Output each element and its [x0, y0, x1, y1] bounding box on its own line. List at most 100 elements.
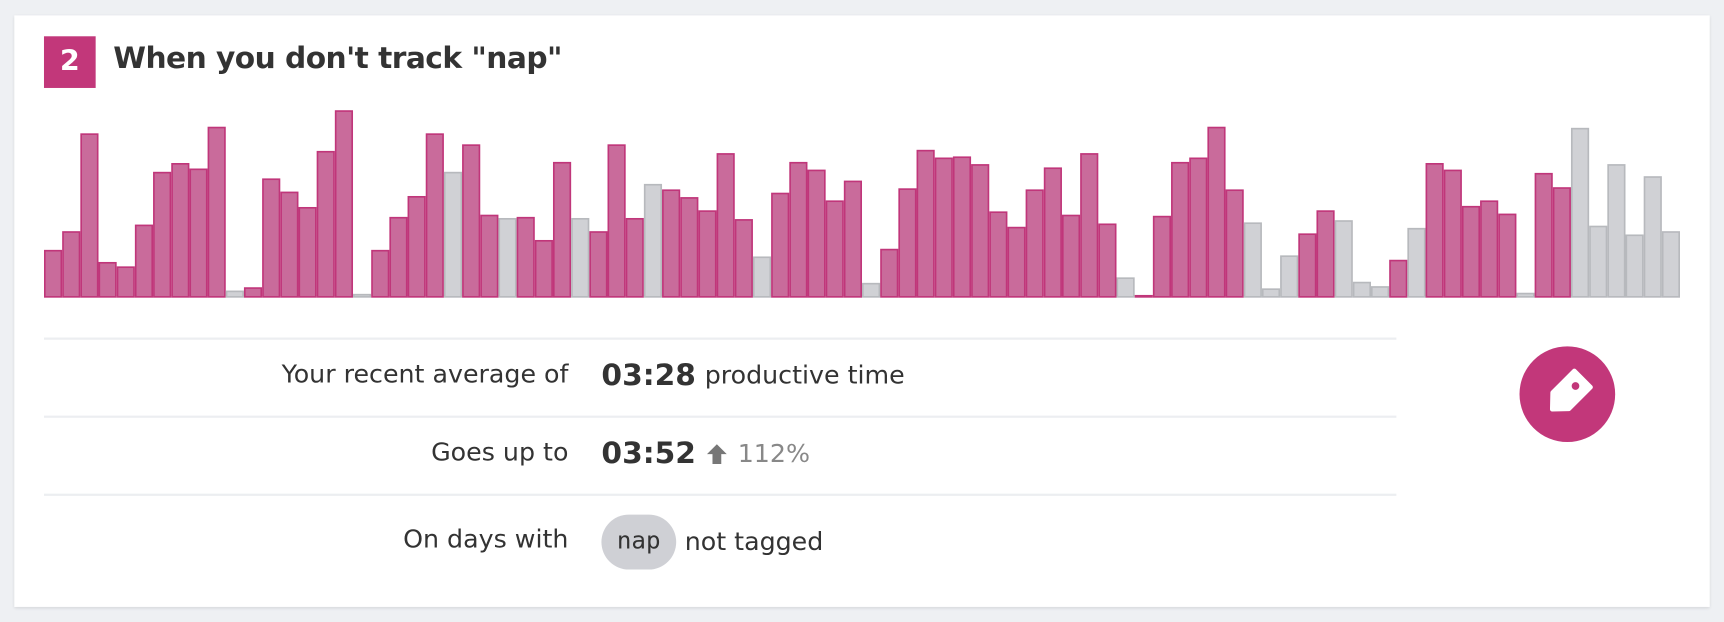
bar [298, 206, 317, 298]
bar [862, 282, 881, 298]
tag-icon [1549, 368, 1593, 412]
bar [62, 231, 81, 298]
note: productive time [704, 361, 905, 390]
bar [1407, 227, 1426, 298]
bar [1316, 210, 1335, 298]
bar [1498, 213, 1517, 298]
bar [1171, 161, 1190, 298]
bar [262, 178, 281, 298]
bar [425, 133, 444, 298]
bar [498, 217, 517, 298]
bar [898, 188, 917, 298]
bar [825, 200, 844, 298]
bar [607, 144, 626, 298]
bar [625, 217, 644, 298]
card-title: When you don't track "nap" [113, 41, 562, 76]
time-value: 03:28 [601, 358, 696, 393]
row-label: Goes up to [431, 438, 569, 468]
bar [1461, 205, 1481, 298]
bar [1625, 234, 1644, 298]
bar [1607, 164, 1626, 298]
bar [334, 110, 354, 298]
badge: 2 [43, 36, 96, 88]
bar [189, 168, 208, 298]
bar [116, 266, 135, 298]
bar [371, 249, 390, 298]
bar [443, 171, 463, 298]
bar [771, 192, 790, 298]
bar [1661, 231, 1681, 298]
bar [1189, 157, 1208, 298]
change: 112% [737, 439, 811, 468]
bar [407, 195, 426, 298]
bar [843, 180, 863, 298]
separator [43, 415, 1397, 418]
bar [280, 191, 299, 298]
bar [1480, 200, 1499, 298]
bar [134, 224, 154, 298]
bar [1334, 220, 1353, 298]
bar [462, 144, 481, 298]
bar [1025, 189, 1044, 298]
bar [1570, 127, 1590, 298]
tag-button[interactable] [1519, 346, 1616, 442]
bar [1080, 153, 1099, 298]
bar [1534, 172, 1553, 298]
bar [1243, 222, 1262, 298]
bar [789, 161, 808, 298]
bar [1371, 286, 1390, 298]
bar [516, 216, 535, 298]
time-value: 03:52 [601, 436, 696, 471]
bar [153, 171, 172, 298]
row-value: 03:52 112% [601, 437, 810, 471]
bar [880, 248, 899, 298]
bar [1098, 223, 1117, 298]
bar [1425, 163, 1444, 298]
bar [1225, 189, 1244, 298]
bar [752, 256, 772, 298]
bar [734, 219, 753, 298]
note: not tagged [684, 527, 824, 557]
bar [971, 164, 990, 298]
bar [98, 261, 117, 298]
separator [43, 337, 1397, 340]
row-value: 03:28 productive time [601, 358, 904, 392]
bar [534, 239, 553, 298]
bar [662, 189, 681, 298]
bar [934, 157, 953, 298]
row-value: nap not tagged [601, 514, 824, 570]
bar [952, 156, 972, 298]
bar [1134, 294, 1153, 298]
row-label: Your recent average of [281, 360, 569, 390]
separator [43, 493, 1397, 496]
row-label: On days with [403, 525, 569, 555]
card: 2 When you don't track "nap" Your recent… [14, 15, 1710, 607]
bar [1152, 215, 1172, 298]
bar [43, 249, 63, 298]
bar [1516, 292, 1535, 298]
bar [353, 293, 372, 298]
bar [552, 161, 572, 298]
bar [698, 210, 717, 298]
arrow-up-icon [706, 443, 727, 464]
bar [716, 153, 735, 298]
bar [1643, 176, 1662, 298]
bar [1043, 167, 1062, 298]
chart [43, 110, 1681, 298]
bar [643, 183, 663, 298]
bar [1116, 277, 1135, 298]
bar [1007, 226, 1026, 298]
bar [480, 214, 499, 298]
bar [1352, 281, 1372, 298]
bar [1207, 126, 1226, 298]
bar [916, 149, 935, 298]
bar [243, 287, 263, 298]
bar [589, 231, 608, 298]
bar [1589, 225, 1608, 298]
bar [1552, 187, 1571, 298]
bar [80, 133, 99, 298]
bar [807, 169, 826, 298]
bar [1280, 255, 1299, 298]
bar [1389, 259, 1408, 298]
tag-pill: nap [601, 514, 676, 570]
